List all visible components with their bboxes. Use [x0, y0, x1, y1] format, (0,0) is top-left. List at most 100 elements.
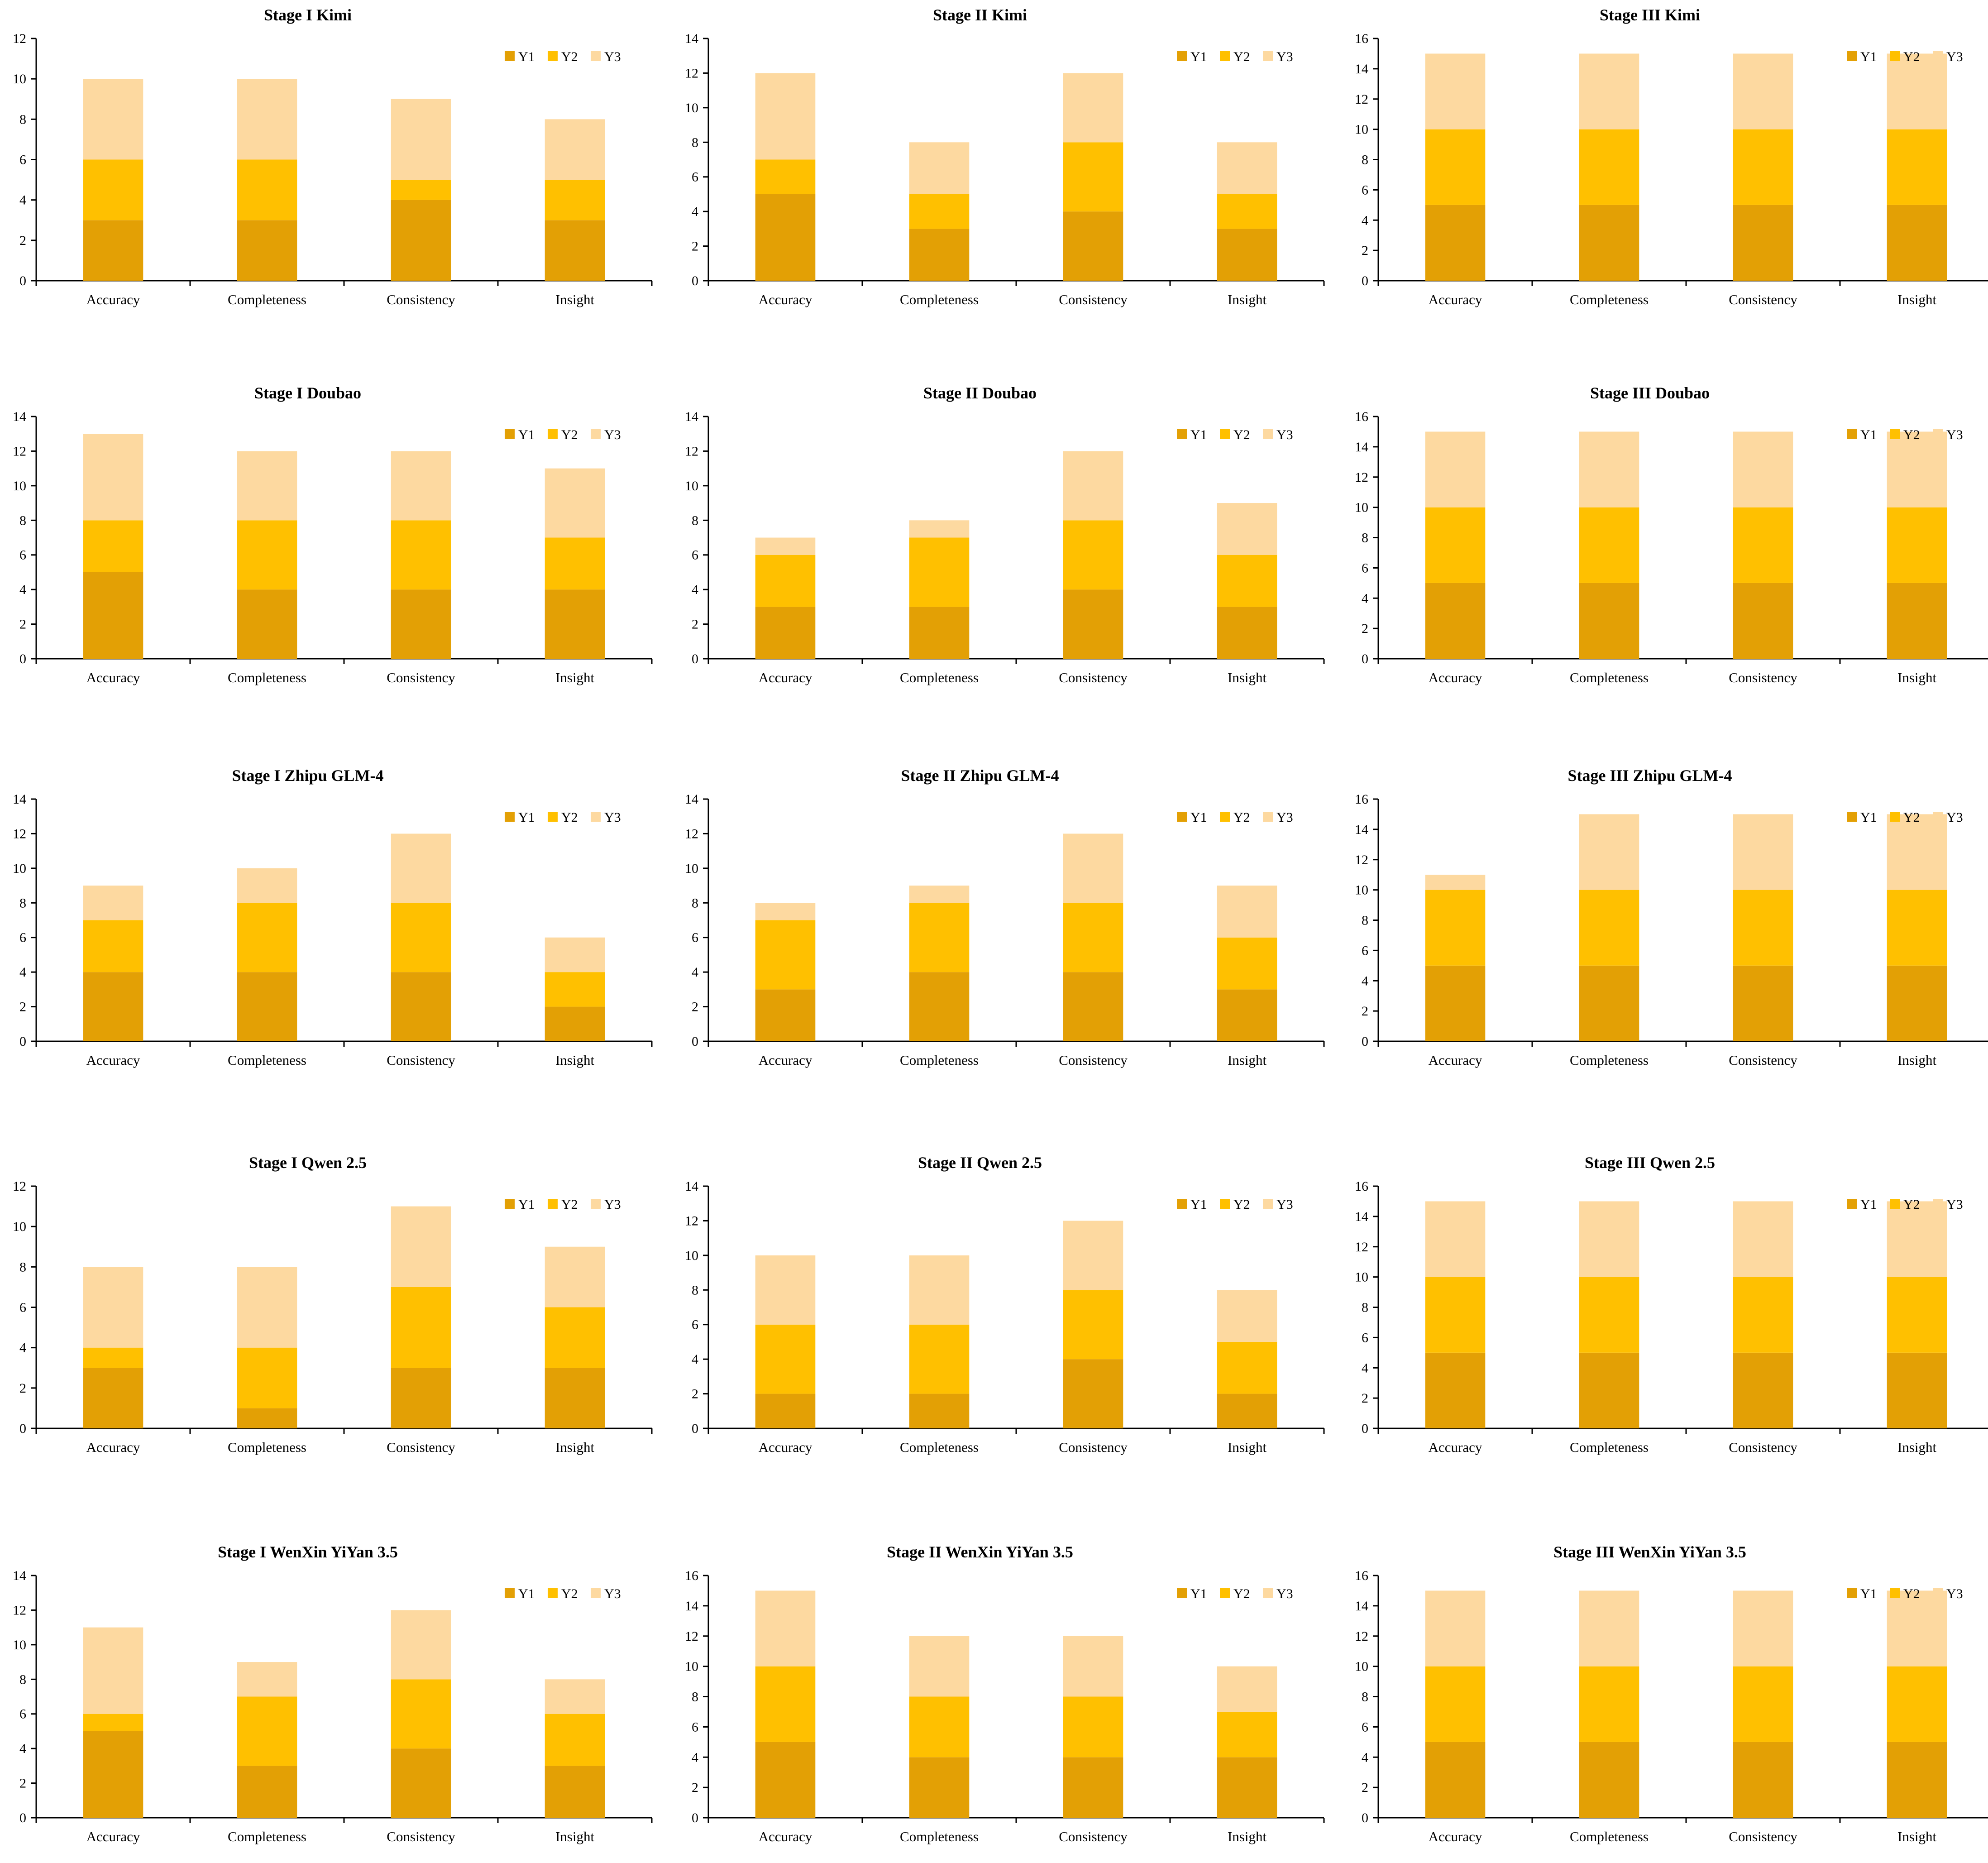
legend-swatch-y1	[1177, 1588, 1187, 1598]
y-tick-label: 2	[1362, 1780, 1368, 1795]
bar-segment-y3	[391, 1206, 451, 1287]
legend-label: Y3	[1276, 1197, 1293, 1212]
y-tick-label: 6	[19, 930, 26, 945]
bar-segment-y1	[1217, 989, 1277, 1041]
bar-segment-y3	[1579, 814, 1639, 890]
legend-swatch-y3	[1933, 51, 1943, 61]
legend-label: Y2	[561, 49, 578, 64]
bar-segment-y1	[1733, 965, 1793, 1041]
x-category-label: Completeness	[900, 670, 979, 685]
x-category-label: Insight	[555, 1052, 595, 1068]
legend-swatch-y2	[548, 1588, 558, 1598]
x-category-label: Accuracy	[86, 1052, 140, 1068]
legend-label: Y2	[1903, 427, 1920, 442]
legend-swatch-y1	[505, 429, 515, 439]
bar-segment-y3	[1063, 1636, 1123, 1697]
y-tick-label: 16	[1355, 1568, 1368, 1583]
chart-panel: Stage III Qwen 2.5 0 2 4 6 8 10 12 14 16 Accuracy C…	[1351, 1148, 1988, 1474]
bar-segment-y3	[83, 886, 143, 920]
y-tick-label: 12	[685, 1629, 698, 1644]
y-tick-label: 8	[19, 513, 26, 528]
y-tick-label: 2	[19, 1000, 26, 1015]
y-tick-label: 8	[1362, 1300, 1368, 1315]
bar-segment-y1	[1063, 211, 1123, 281]
legend-label: Y1	[1860, 1586, 1877, 1601]
y-tick-label: 4	[1362, 591, 1368, 606]
x-category-label: Completeness	[1570, 1439, 1649, 1455]
chart-panel: Stage II Kimi 0 2 4 6 8 10 12 14 Accuracy Complete…	[681, 0, 1333, 326]
legend-label: Y2	[1903, 1586, 1920, 1601]
bar-segment-y2	[1733, 1277, 1793, 1353]
chart-panel: Stage I WenXin YiYan 3.5 0 2 4 6 8 10 12 14 Accur…	[9, 1537, 661, 1863]
y-tick-label: 10	[1355, 1659, 1368, 1674]
legend-swatch-y3	[1263, 1199, 1273, 1209]
bar-segment-y1	[237, 1408, 297, 1428]
y-tick-label: 6	[1362, 943, 1368, 958]
legend-label: Y1	[1190, 49, 1207, 64]
legend-label: Y1	[518, 427, 535, 442]
y-tick-label: 10	[685, 1659, 698, 1674]
bar-segment-y3	[1733, 53, 1793, 129]
bar-segment-y3	[1217, 1290, 1277, 1342]
y-tick-label: 0	[19, 651, 26, 666]
bar-segment-y2	[755, 920, 816, 990]
y-tick-label: 2	[1362, 1004, 1368, 1019]
y-tick-label: 4	[692, 1750, 698, 1765]
y-tick-label: 4	[1362, 973, 1368, 988]
y-tick-label: 6	[19, 1707, 26, 1722]
bar-segment-y1	[1733, 205, 1793, 281]
y-tick-label: 12	[685, 1213, 698, 1228]
legend-swatch-y1	[1847, 812, 1857, 822]
bar-segment-y3	[83, 434, 143, 521]
legend-swatch-y1	[1177, 1199, 1187, 1209]
legend-label: Y2	[1903, 49, 1920, 64]
legend-swatch-y2	[1220, 1588, 1230, 1598]
bar-segment-y1	[391, 1368, 451, 1428]
y-tick-label: 12	[1355, 92, 1368, 107]
y-tick-label: 14	[685, 409, 698, 424]
bar-segment-y2	[83, 159, 143, 220]
bar-segment-y1	[909, 1394, 970, 1428]
stacked-bar-chart: Stage II Zhipu GLM-4 0 2 4 6 8 10 12 14 Accuracy C…	[685, 766, 1325, 1068]
x-category-label: Completeness	[1570, 1052, 1649, 1068]
y-tick-label: 8	[1362, 153, 1368, 168]
bar-segment-y1	[1579, 965, 1639, 1041]
bar-segment-y2	[1425, 129, 1486, 205]
y-tick-label: 0	[1362, 273, 1368, 288]
legend-swatch-y2	[548, 1199, 558, 1209]
legend-label: Y3	[1276, 810, 1293, 825]
legend-swatch-y1	[1177, 51, 1187, 61]
legend-label: Y3	[1946, 810, 1963, 825]
bar-segment-y3	[755, 73, 816, 160]
y-tick-label: 14	[13, 1568, 26, 1583]
y-tick-label: 12	[1355, 470, 1368, 485]
bar-segment-y3	[237, 1662, 297, 1697]
x-category-label: Completeness	[228, 292, 306, 307]
x-category-label: Consistency	[1059, 1052, 1128, 1068]
chart-title: Stage II Zhipu GLM-4	[901, 766, 1059, 785]
stacked-bar-chart: Stage III Zhipu GLM-4 0 2 4 6 8 10 12 14 16 Accura…	[1355, 766, 1988, 1068]
legend-swatch-y1	[505, 51, 515, 61]
legend-label: Y1	[1190, 810, 1207, 825]
y-tick-label: 14	[1355, 822, 1368, 837]
bar-segment-y1	[1887, 965, 1947, 1041]
bar-segment-y2	[1425, 1277, 1486, 1353]
bar-segment-y1	[1579, 1742, 1639, 1818]
chart-title: Stage I Doubao	[254, 384, 361, 402]
x-category-label: Consistency	[387, 1439, 455, 1455]
y-tick-label: 2	[692, 1387, 698, 1402]
y-tick-label: 6	[1362, 560, 1368, 575]
bar-segment-y3	[1425, 431, 1486, 508]
y-tick-label: 2	[1362, 1391, 1368, 1406]
stacked-bar-chart: Stage I Qwen 2.5 0 2 4 6 8 10 12 Accuracy Complet…	[13, 1154, 653, 1455]
legend-swatch-y3	[1263, 429, 1273, 439]
legend-swatch-y3	[591, 1588, 601, 1598]
chart-title: Stage I Qwen 2.5	[249, 1154, 367, 1172]
bar-segment-y2	[1579, 1666, 1639, 1742]
chart-title: Stage III Zhipu GLM-4	[1567, 766, 1732, 785]
chart-panel: Stage III Doubao 0 2 4 6 8 10 12 14 16 Accuracy Com…	[1351, 378, 1988, 704]
x-category-label: Accuracy	[86, 1829, 140, 1844]
y-tick-label: 14	[685, 1179, 698, 1194]
chart-title: Stage III Kimi	[1600, 6, 1700, 24]
y-tick-label: 12	[685, 444, 698, 459]
